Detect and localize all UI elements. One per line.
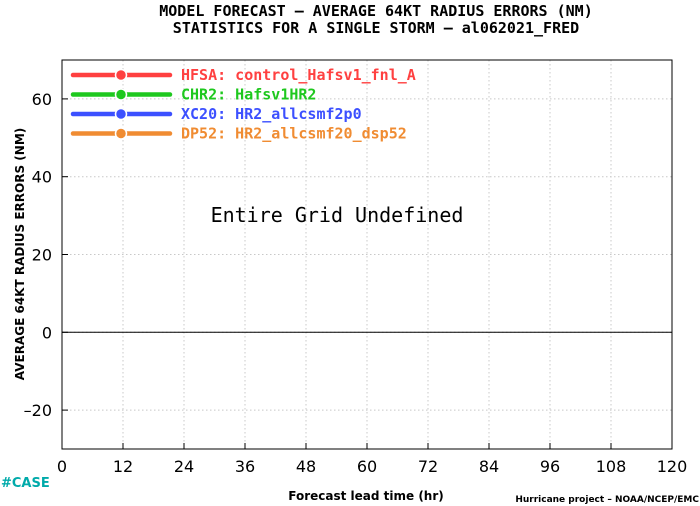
legend-entry: HFSA: control_Hafsv1_fnl_A <box>70 66 416 84</box>
x-tick-label: 48 <box>296 457 316 476</box>
legend-marker <box>114 107 128 121</box>
x-tick-label: 96 <box>540 457 560 476</box>
x-axis-label: Forecast lead time (hr) <box>288 489 444 503</box>
legend-label: DP52: HR2_allcsmf20_dsp52 <box>181 125 407 143</box>
x-tick-label: 60 <box>357 457 377 476</box>
grid-lines <box>62 60 672 449</box>
x-tick-label: 84 <box>479 457 499 476</box>
y-tick-label: 60 <box>32 90 52 109</box>
x-tick-label: 72 <box>418 457 438 476</box>
legend-marker <box>114 68 128 82</box>
legend-marker <box>114 127 128 140</box>
y-tick-label: –20 <box>24 401 52 420</box>
legend-entry: CHR2: Hafsv1HR2 <box>70 86 316 104</box>
credit-text: Hurricane project – NOAA/NCEP/EMC <box>515 495 699 505</box>
chart-subtitle: STATISTICS FOR A SINGLE STORM – al062021… <box>173 19 579 37</box>
x-tick-label: 24 <box>174 457 194 476</box>
legend-label: HFSA: control_Hafsv1_fnl_A <box>181 66 416 84</box>
y-axis-label: AVERAGE 64KT RADIUS ERRORS (NM) <box>13 128 27 380</box>
y-tick-label: 0 <box>42 323 52 342</box>
chart-title: MODEL FORECAST – AVERAGE 64KT RADIUS ERR… <box>159 2 592 20</box>
y-axis-ticks: –20 0 20 40 60 <box>24 90 68 420</box>
undefined-grid-annotation: Entire Grid Undefined <box>211 203 464 227</box>
legend-entry: XC20: HR2_allcsmf2p0 <box>70 105 362 123</box>
x-axis-ticks: 0 12 24 36 48 60 72 84 96 108 120 <box>57 443 687 476</box>
legend-marker <box>114 88 128 101</box>
legend-entry: DP52: HR2_allcsmf20_dsp52 <box>70 125 407 143</box>
y-tick-label: 40 <box>32 168 52 187</box>
x-tick-label: 0 <box>57 457 67 476</box>
x-tick-label: 108 <box>596 457 627 476</box>
legend: HFSA: control_Hafsv1_fnl_A CHR2: Hafsv1HR… <box>70 66 416 143</box>
legend-label: CHR2: Hafsv1HR2 <box>181 86 316 104</box>
x-tick-label: 36 <box>235 457 255 476</box>
x-tick-label: 120 <box>657 457 688 476</box>
case-tag: #CASE <box>1 476 50 491</box>
x-tick-label: 12 <box>113 457 133 476</box>
legend-label: XC20: HR2_allcsmf2p0 <box>181 105 362 123</box>
y-tick-label: 20 <box>32 246 52 265</box>
